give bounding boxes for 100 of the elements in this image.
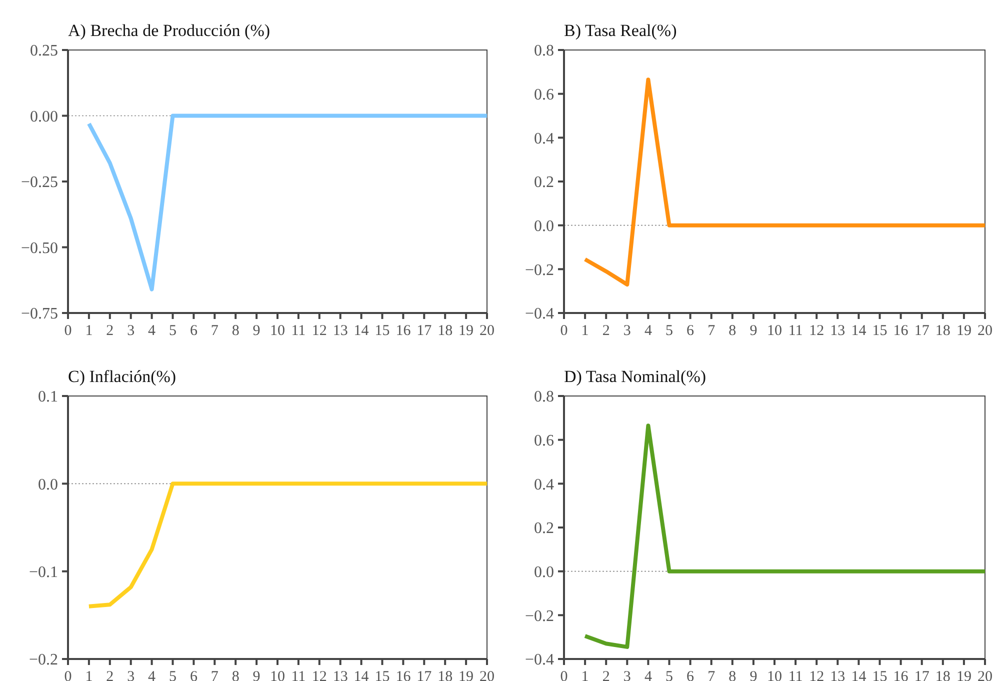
x-tick-label: 8 xyxy=(232,323,240,339)
x-tick-label: 10 xyxy=(270,323,285,339)
y-tick-label: −0.4 xyxy=(524,306,554,323)
x-tick-label: 18 xyxy=(935,669,950,681)
y-tick-label: 0.0 xyxy=(534,564,554,581)
y-tick-label: −0.50 xyxy=(20,240,58,257)
x-tick-label: 16 xyxy=(893,669,909,681)
x-tick-label: 1 xyxy=(581,323,589,339)
x-tick-label: 11 xyxy=(291,669,306,681)
x-tick-label: 17 xyxy=(416,669,432,681)
x-tick-label: 13 xyxy=(332,669,348,681)
x-tick-label: 10 xyxy=(767,669,782,681)
y-tick-label: −0.25 xyxy=(20,174,58,192)
x-tick-label: 11 xyxy=(788,669,803,681)
y-tick-label: 0.6 xyxy=(534,432,554,450)
x-tick-label: 17 xyxy=(914,323,930,339)
x-tick-label: 5 xyxy=(666,669,673,681)
x-tick-label: 12 xyxy=(809,669,824,681)
x-tick-label: 14 xyxy=(354,669,370,681)
x-tick-label: 5 xyxy=(169,669,176,681)
x-tick-label: 0 xyxy=(560,669,568,681)
x-tick-label: 19 xyxy=(956,669,972,681)
x-tick-label: 19 xyxy=(458,669,474,681)
x-tick-label: 1 xyxy=(85,323,93,339)
x-tick-label: 8 xyxy=(728,323,736,339)
x-tick-label: 2 xyxy=(602,669,610,681)
y-tick-label: 0.8 xyxy=(534,388,554,406)
x-tick-label: 19 xyxy=(458,323,474,339)
x-tick-label: 3 xyxy=(623,669,631,681)
x-tick-label: 10 xyxy=(270,669,285,681)
x-tick-label: 14 xyxy=(354,323,370,339)
line-series xyxy=(583,78,987,287)
x-tick-label: 16 xyxy=(396,323,412,339)
x-tick-label: 0 xyxy=(64,323,72,339)
y-tick-label: −0.4 xyxy=(524,652,554,669)
line-series xyxy=(583,424,987,649)
x-tick-label: 7 xyxy=(210,323,219,339)
line-series xyxy=(86,482,489,608)
x-tick-label: 9 xyxy=(750,323,758,339)
x-tick-label: 18 xyxy=(438,323,453,339)
y-tick-label: 0.25 xyxy=(30,42,58,60)
y-tick-label: 0.0 xyxy=(38,476,58,494)
y-tick-label: 0.4 xyxy=(534,476,554,494)
x-tick-label: 6 xyxy=(190,669,198,681)
x-tick-label: 4 xyxy=(644,669,652,681)
x-tick-label: 10 xyxy=(767,323,782,339)
x-tick-label: 18 xyxy=(438,669,453,681)
x-tick-label: 2 xyxy=(106,323,114,339)
x-tick-label: 14 xyxy=(851,323,867,339)
x-tick-label: 18 xyxy=(935,323,950,339)
y-tick-label: 0.0 xyxy=(534,218,554,235)
x-tick-label: 11 xyxy=(788,323,803,339)
x-tick-label: 16 xyxy=(893,323,909,339)
chart-title: A) Brecha de Producción (%) xyxy=(68,21,270,40)
x-tick-label: 6 xyxy=(686,669,695,681)
x-tick-label: 7 xyxy=(708,323,716,339)
y-tick-label: −0.75 xyxy=(20,306,58,323)
x-tick-label: 12 xyxy=(312,323,327,339)
x-tick-label: 0 xyxy=(64,669,72,681)
x-tick-label: 9 xyxy=(252,669,260,681)
y-tick-label: −0.2 xyxy=(524,262,554,279)
x-tick-label: 8 xyxy=(728,669,736,681)
x-tick-label: 19 xyxy=(956,323,972,339)
chart-title: B) Tasa Real(%) xyxy=(564,21,677,40)
x-tick-label: 14 xyxy=(851,669,867,681)
x-tick-label: 3 xyxy=(127,323,135,339)
x-tick-label: 4 xyxy=(148,669,156,681)
y-tick-label: 0.2 xyxy=(534,174,554,192)
y-tick-label: −0.1 xyxy=(28,564,58,581)
x-tick-label: 20 xyxy=(480,323,494,339)
y-tick-label: 0.4 xyxy=(534,130,554,148)
x-tick-label: 20 xyxy=(978,323,992,339)
x-tick-label: 15 xyxy=(872,323,888,339)
x-tick-label: 2 xyxy=(106,669,114,681)
chart-title: C) Inflación(%) xyxy=(68,367,176,386)
x-tick-label: 7 xyxy=(210,669,219,681)
x-tick-label: 8 xyxy=(232,669,240,681)
line-series xyxy=(86,114,489,292)
x-tick-label: 4 xyxy=(148,323,156,339)
x-tick-label: 3 xyxy=(127,669,135,681)
x-tick-label: 13 xyxy=(830,323,846,339)
x-tick-label: 15 xyxy=(374,323,390,339)
x-tick-label: 9 xyxy=(750,669,758,681)
y-tick-label: 0.00 xyxy=(30,108,58,126)
x-tick-label: 7 xyxy=(708,669,716,681)
x-tick-label: 6 xyxy=(686,323,695,339)
y-tick-label: 0.1 xyxy=(38,388,58,406)
x-tick-label: 20 xyxy=(978,669,992,681)
x-tick-label: 4 xyxy=(644,323,652,339)
x-tick-label: 0 xyxy=(560,323,568,339)
x-tick-label: 17 xyxy=(914,669,930,681)
x-tick-label: 13 xyxy=(830,669,846,681)
x-tick-label: 15 xyxy=(374,669,390,681)
y-tick-label: 0.8 xyxy=(534,42,554,60)
x-tick-label: 5 xyxy=(169,323,176,339)
x-tick-label: 12 xyxy=(312,669,327,681)
chart-title: D) Tasa Nominal(%) xyxy=(564,367,706,386)
y-tick-label: 0.2 xyxy=(534,520,554,538)
x-tick-label: 5 xyxy=(666,323,673,339)
x-tick-label: 11 xyxy=(291,323,306,339)
